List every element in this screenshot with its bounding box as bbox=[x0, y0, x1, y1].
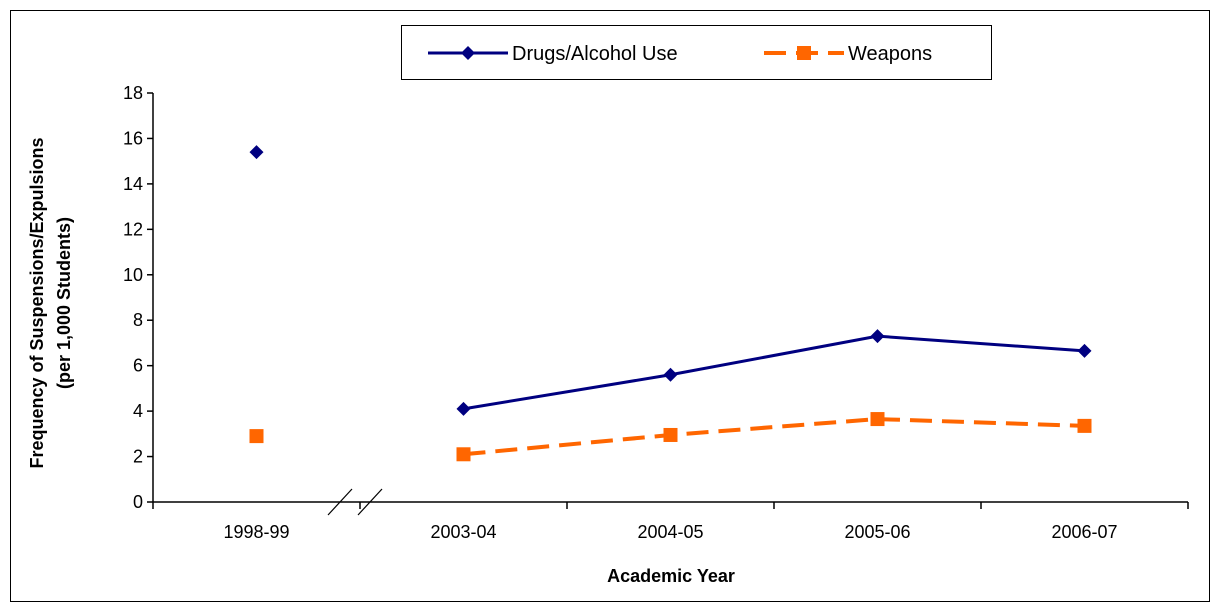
series-line-drugs bbox=[463, 334, 1085, 411]
y-tick-label: 4 bbox=[133, 401, 143, 421]
series-line-weapons bbox=[463, 417, 1085, 457]
x-tick-label: 2003-04 bbox=[430, 522, 496, 542]
legend-swatch-weapons-marker bbox=[797, 46, 811, 60]
data-point-weapons bbox=[1077, 418, 1092, 433]
y-tick-label: 8 bbox=[133, 310, 143, 330]
axis-break-mark bbox=[327, 488, 353, 516]
y-tick-label: 2 bbox=[133, 447, 143, 467]
data-point-weapons bbox=[663, 427, 678, 442]
data-point-drugs bbox=[456, 401, 471, 416]
y-tick-label: 0 bbox=[133, 492, 143, 512]
y-tick-label: 16 bbox=[123, 128, 143, 148]
chart-frame bbox=[10, 10, 1210, 602]
data-point-drugs bbox=[663, 367, 678, 382]
x-axis-title: Academic Year bbox=[607, 566, 735, 586]
legend-label-weapons: Weapons bbox=[848, 43, 932, 65]
y-tick-label: 14 bbox=[123, 174, 143, 194]
axis-break-mark bbox=[357, 488, 383, 516]
y-axis-title-line2: (per 1,000 Students) bbox=[54, 217, 74, 389]
data-point-drugs bbox=[870, 329, 885, 344]
y-tick-label: 18 bbox=[123, 83, 143, 103]
axes: 0 2 4 6 8 10 12 14 16 18 1998-99 2003-04 2004-05 2005… bbox=[123, 83, 1189, 542]
data-point-weapons bbox=[456, 447, 471, 462]
data-point-drugs bbox=[1077, 343, 1092, 358]
x-tick-label: 2004-05 bbox=[637, 522, 703, 542]
legend-swatch-drugs-marker bbox=[461, 46, 475, 60]
data-point-weapons bbox=[870, 412, 885, 427]
series-layer bbox=[249, 145, 1092, 462]
x-tick-label: 2006-07 bbox=[1051, 522, 1117, 542]
y-tick-label: 6 bbox=[133, 356, 143, 376]
legend: Drugs/Alcohol Use Weapons bbox=[401, 25, 992, 80]
y-tick-label: 12 bbox=[123, 219, 143, 239]
legend-label-drugs: Drugs/Alcohol Use bbox=[512, 43, 678, 65]
legend-item-drugs: Drugs/Alcohol Use bbox=[428, 43, 678, 65]
data-point-weapons bbox=[249, 429, 264, 444]
x-tick-label: 1998-99 bbox=[223, 522, 289, 542]
legend-item-weapons: Weapons bbox=[764, 43, 932, 65]
data-point-drugs bbox=[249, 145, 264, 160]
x-tick-label: 2005-06 bbox=[844, 522, 910, 542]
y-tick-label: 10 bbox=[123, 265, 143, 285]
y-axis-title-line1: Frequency of Suspensions/Expulsions bbox=[27, 137, 47, 468]
